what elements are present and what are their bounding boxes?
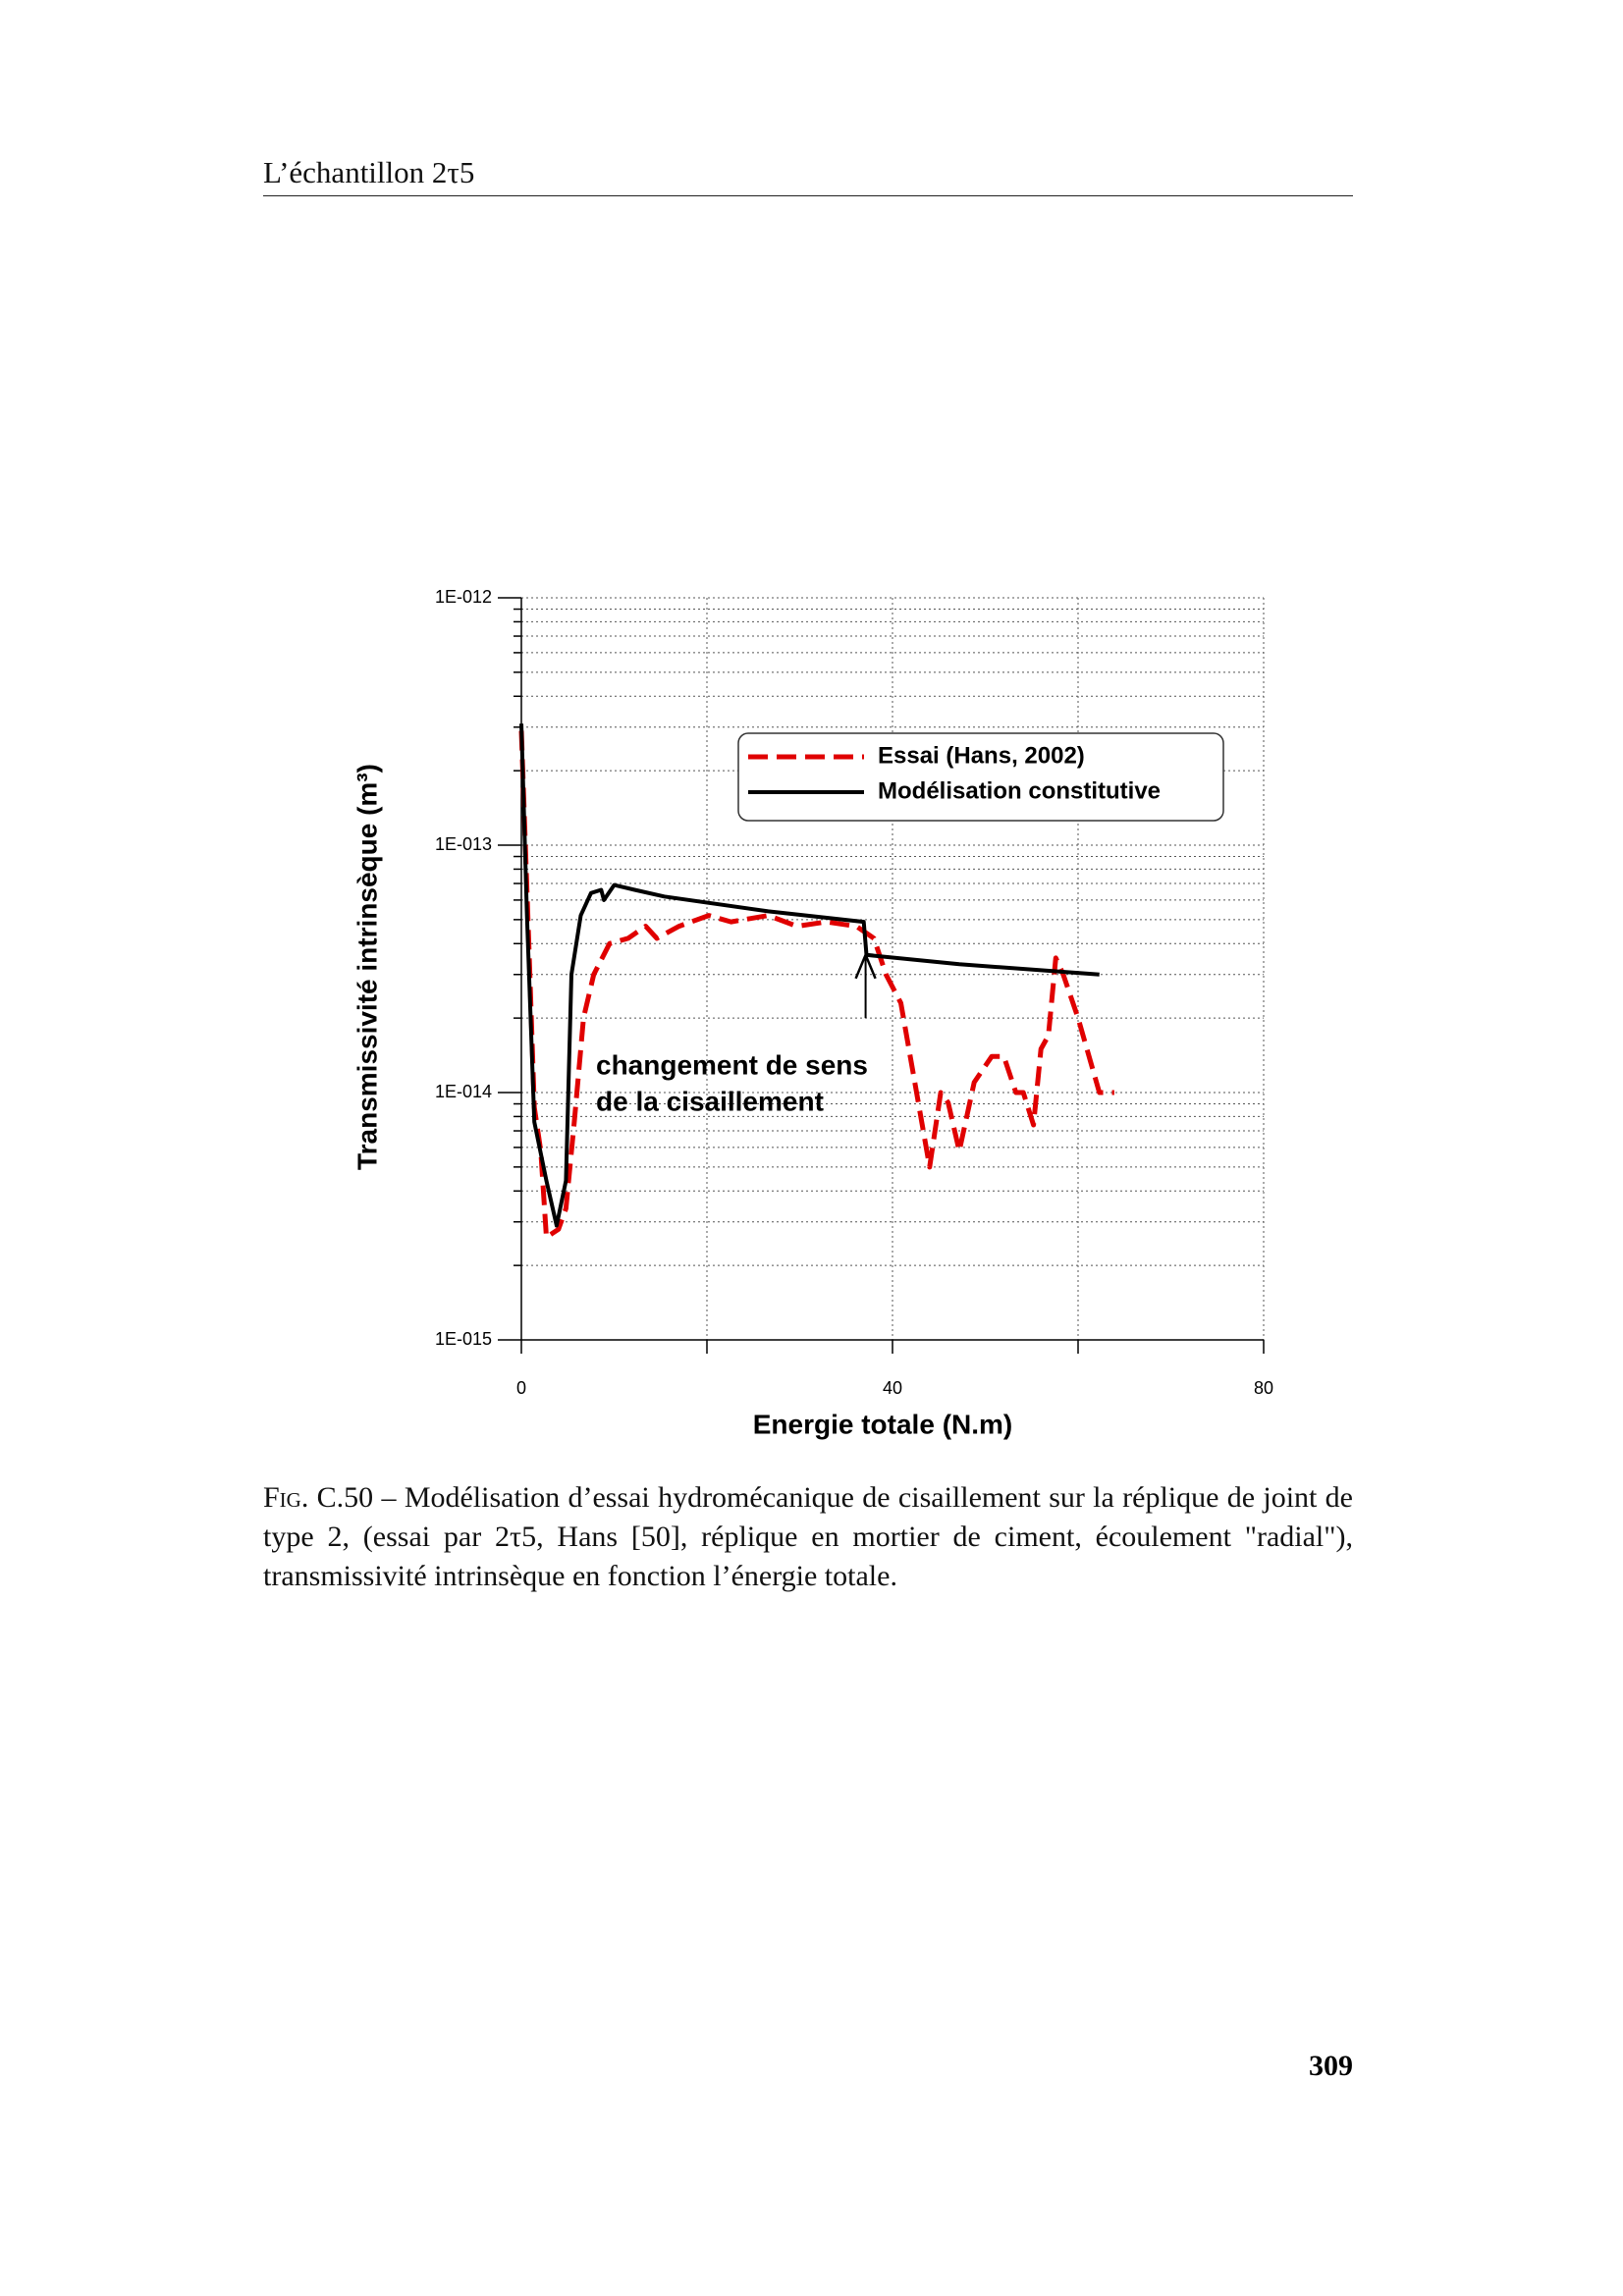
header-rule [263,195,1353,196]
legend-box [737,732,1224,822]
page-number: 309 [1309,2050,1353,2082]
y-axis-label: Transmissivité intrinsèque (m³) [352,764,382,1170]
caption: Fig. C.50 – Modélisation d’essai hydromé… [263,1478,1353,1596]
y-tick-label: 1E-014 [435,1082,492,1101]
x-axis-label: Energie totale (N.m) [753,1409,1012,1439]
annotation-text: changement de sens [596,1049,868,1080]
legend-label: Modélisation constitutive [878,777,1161,804]
running-header: L’échantillon 2τ5 [263,155,475,189]
legend-label: Essai (Hans, 2002) [878,742,1085,769]
arrow-head [854,951,877,980]
series-line [519,723,1100,1228]
annotation-text: de la cisaillement [596,1086,824,1116]
y-tick-label: 1E-013 [435,834,492,854]
x-tick-label: 0 [516,1378,526,1398]
y-tick-label: 1E-012 [435,587,492,607]
x-tick-label: 80 [1254,1378,1273,1398]
caption-label: Fig. C.50 [263,1481,374,1514]
x-tick-label: 40 [883,1378,902,1398]
y-tick-label: 1E-015 [435,1329,492,1349]
caption-text: – Modélisation d’essai hydromécanique de… [263,1481,1354,1592]
